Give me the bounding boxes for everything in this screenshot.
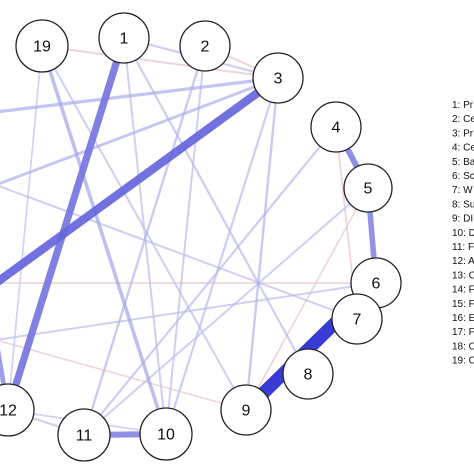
node-label: 12 — [0, 403, 17, 420]
node-circle — [331, 293, 383, 345]
node-label: 2 — [201, 39, 210, 56]
legend-item-6: 6: Sc — [452, 171, 474, 182]
node-circle — [310, 101, 362, 153]
edge-2-10 — [165, 45, 206, 435]
edge-9-left-exit-low — [0, 340, 247, 411]
legend-item-16: 16: E — [452, 313, 474, 324]
node-label: 8 — [304, 367, 313, 384]
node-9: 9 — [220, 384, 272, 436]
node-label: 19 — [33, 39, 51, 56]
edge-3-9 — [244, 76, 280, 412]
edge-2-11 — [82, 44, 207, 437]
node-circle — [57, 408, 111, 462]
node-circle — [139, 407, 193, 461]
legend-item-4: 4: Ce — [452, 143, 474, 154]
node-circle — [15, 19, 69, 73]
node-4: 4 — [310, 101, 362, 153]
node-circle — [0, 383, 35, 437]
node-circle — [98, 12, 150, 64]
node-7: 7 — [331, 293, 383, 345]
node-label: 1 — [120, 31, 129, 48]
legend-item-10: 10: D — [452, 228, 474, 239]
node-label: 9 — [242, 403, 251, 420]
edge-5-9 — [245, 187, 369, 411]
edge-3-left-exit-mid — [0, 73, 283, 286]
legend-item-2: 2: Ce — [452, 114, 474, 125]
legend: 1: Pr 2: Ce 3: Pr 4: Ce 5: Ba 6: Sc 7: W 8: Su 9… — [452, 100, 474, 367]
node-label: 6 — [372, 276, 381, 293]
legend-item-9: 9: DI — [452, 214, 473, 225]
node-3: 3 — [252, 52, 304, 104]
node-10: 10 — [139, 407, 193, 461]
edge-19-3 — [41, 45, 279, 79]
node-12: 12 — [0, 383, 35, 437]
edge-3-10 — [164, 76, 280, 436]
node-label: 5 — [364, 181, 373, 198]
legend-item-18: 18: C — [452, 341, 474, 352]
node-circle — [220, 384, 272, 436]
edge-1-12 — [4, 34, 128, 414]
node-circle — [343, 163, 393, 213]
legend-item-13: 13: C — [452, 270, 474, 281]
node-label: 7 — [353, 312, 362, 329]
node-circle — [252, 52, 304, 104]
legend-item-19: 19: C — [452, 356, 474, 367]
edges-layer — [0, 34, 383, 438]
node-5: 5 — [343, 163, 393, 213]
edge-5-11 — [83, 187, 369, 436]
edge-19-10 — [40, 44, 168, 436]
legend-item-12: 12: A — [452, 256, 474, 267]
legend-item-5: 5: Ba — [452, 157, 474, 168]
node-label: 10 — [157, 427, 175, 444]
node-2: 2 — [179, 20, 231, 72]
edge-3-left-exit-upper — [0, 76, 280, 186]
edge-4-11 — [82, 125, 338, 437]
node-1: 1 — [98, 12, 150, 64]
legend-item-14: 14: F — [452, 285, 474, 296]
node-19: 19 — [15, 19, 69, 73]
legend-item-17: 17: F — [452, 327, 474, 338]
legend-item-15: 15: F — [452, 299, 474, 310]
legend-item-7: 7: W — [452, 185, 473, 196]
legend-item-3: 3: Pr — [452, 128, 474, 139]
node-label: 4 — [332, 120, 341, 137]
edge-3-left-exit-top — [0, 76, 280, 114]
legend-item-1: 1: Pr — [452, 100, 474, 111]
node-label: 3 — [274, 71, 283, 88]
node-circle — [282, 348, 334, 400]
legend-item-8: 8: Su — [452, 199, 474, 210]
node-11: 11 — [57, 408, 111, 462]
legend-item-11: 11: F — [452, 242, 474, 253]
node-circle — [179, 20, 231, 72]
node-8: 8 — [282, 348, 334, 400]
edge-left-exit-upper-7 — [0, 185, 358, 320]
node-label: 11 — [76, 428, 93, 445]
